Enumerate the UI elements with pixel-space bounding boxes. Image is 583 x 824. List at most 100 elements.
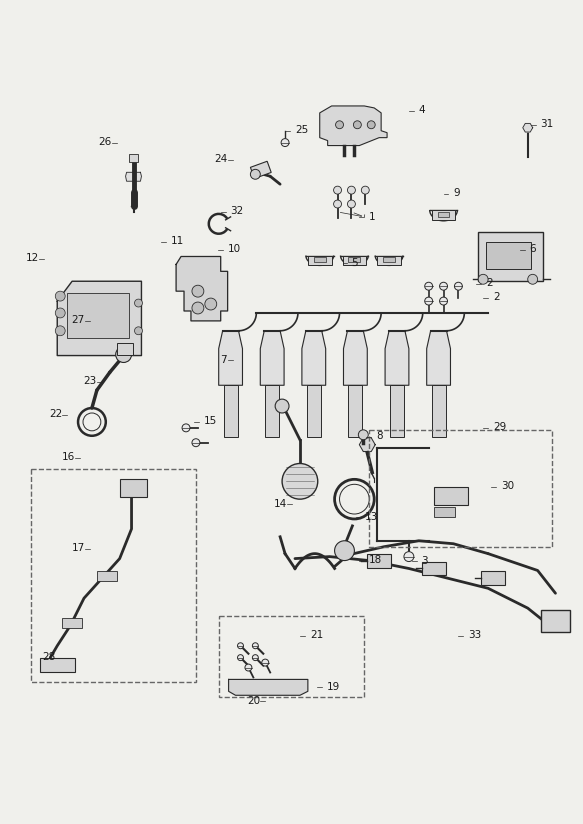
Circle shape xyxy=(367,121,375,129)
Circle shape xyxy=(237,654,244,661)
Bar xyxy=(342,255,366,265)
Circle shape xyxy=(281,138,289,147)
Text: 5: 5 xyxy=(352,259,358,269)
Text: 20: 20 xyxy=(247,696,260,706)
Text: 12: 12 xyxy=(26,254,40,264)
Circle shape xyxy=(333,186,342,194)
Bar xyxy=(486,241,531,269)
Bar xyxy=(367,554,391,568)
Bar xyxy=(540,610,570,632)
Bar xyxy=(97,572,117,582)
Polygon shape xyxy=(523,124,533,132)
Bar xyxy=(434,507,455,517)
Bar xyxy=(224,386,237,437)
Circle shape xyxy=(192,285,204,297)
Bar xyxy=(314,257,326,262)
Bar xyxy=(434,487,468,505)
Circle shape xyxy=(135,299,142,307)
Bar xyxy=(431,386,445,437)
Text: 21: 21 xyxy=(310,630,323,640)
Bar xyxy=(349,257,360,262)
Text: 24: 24 xyxy=(215,154,227,165)
Bar xyxy=(120,480,147,497)
Text: 29: 29 xyxy=(493,422,506,432)
Circle shape xyxy=(205,298,217,310)
Text: 30: 30 xyxy=(501,481,514,491)
Polygon shape xyxy=(385,330,409,386)
Polygon shape xyxy=(302,330,326,386)
Polygon shape xyxy=(176,256,227,321)
Circle shape xyxy=(252,643,258,648)
Circle shape xyxy=(335,541,354,560)
Circle shape xyxy=(440,297,448,305)
Circle shape xyxy=(262,659,269,666)
Bar xyxy=(349,386,362,437)
Circle shape xyxy=(347,186,356,194)
Text: 32: 32 xyxy=(231,206,244,216)
Bar xyxy=(265,386,279,437)
Circle shape xyxy=(425,283,433,290)
Circle shape xyxy=(55,308,65,318)
Polygon shape xyxy=(229,680,308,695)
Text: 16: 16 xyxy=(62,452,75,461)
Text: 1: 1 xyxy=(369,212,376,222)
Text: 27: 27 xyxy=(72,315,85,325)
Polygon shape xyxy=(125,172,142,181)
Circle shape xyxy=(250,170,260,180)
Polygon shape xyxy=(343,330,367,386)
Bar xyxy=(40,658,75,672)
Circle shape xyxy=(361,186,369,194)
Circle shape xyxy=(275,399,289,413)
Text: 6: 6 xyxy=(530,244,536,254)
Text: 28: 28 xyxy=(42,652,55,662)
Bar xyxy=(219,616,364,697)
Text: 25: 25 xyxy=(295,124,308,134)
Text: 19: 19 xyxy=(326,682,340,692)
Circle shape xyxy=(454,283,462,290)
Text: 8: 8 xyxy=(376,431,383,441)
Bar xyxy=(478,232,543,281)
Bar xyxy=(431,210,455,220)
Circle shape xyxy=(192,438,200,447)
Text: 2: 2 xyxy=(486,279,493,288)
Text: 3: 3 xyxy=(421,555,427,565)
Text: 7: 7 xyxy=(220,355,227,366)
Polygon shape xyxy=(219,330,243,386)
Circle shape xyxy=(336,121,343,129)
Bar xyxy=(250,162,271,179)
Polygon shape xyxy=(260,330,284,386)
Circle shape xyxy=(237,643,244,648)
Text: 14: 14 xyxy=(274,499,287,509)
Circle shape xyxy=(478,274,488,284)
Bar xyxy=(117,343,132,354)
Text: 11: 11 xyxy=(171,236,184,246)
Bar xyxy=(308,255,332,265)
Bar xyxy=(30,470,196,682)
Polygon shape xyxy=(427,330,451,386)
Bar xyxy=(62,618,82,628)
Text: 22: 22 xyxy=(49,409,62,419)
Circle shape xyxy=(245,664,252,671)
Circle shape xyxy=(347,200,356,208)
Bar xyxy=(67,293,129,338)
Text: 18: 18 xyxy=(369,555,382,564)
Bar xyxy=(129,154,139,162)
Text: 13: 13 xyxy=(366,512,378,522)
Bar xyxy=(377,255,401,265)
Circle shape xyxy=(182,424,190,432)
Circle shape xyxy=(282,464,318,499)
Circle shape xyxy=(55,291,65,301)
Circle shape xyxy=(440,283,448,290)
Bar xyxy=(422,562,445,575)
Circle shape xyxy=(55,325,65,335)
Circle shape xyxy=(135,327,142,335)
Circle shape xyxy=(425,297,433,305)
Bar xyxy=(481,572,505,585)
Circle shape xyxy=(353,121,361,129)
Circle shape xyxy=(115,347,132,363)
Circle shape xyxy=(528,274,538,284)
Bar xyxy=(307,386,321,437)
Text: 9: 9 xyxy=(454,188,460,198)
Circle shape xyxy=(333,200,342,208)
Text: 23: 23 xyxy=(83,377,97,386)
